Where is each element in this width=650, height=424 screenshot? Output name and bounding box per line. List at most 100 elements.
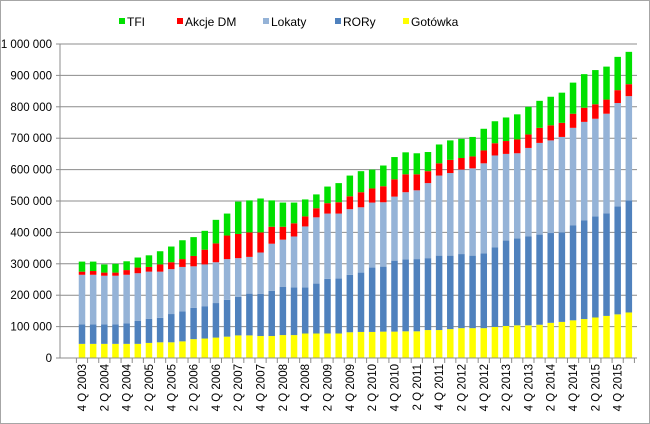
bar-segment-lokaty (101, 275, 108, 325)
bar-segment-tfi (368, 169, 376, 189)
bar-segment-rory (547, 233, 554, 323)
bar-segment-lokaty (324, 213, 331, 279)
bar-segment-akcje-dm (413, 174, 421, 191)
bar-segment-rory (480, 253, 488, 329)
bar-segment-lokaty (536, 142, 543, 235)
bar-segment-rory (502, 240, 510, 326)
bar-segment-tfi (458, 138, 465, 158)
bar-segment-rory (458, 254, 465, 329)
bar-segment-rory (368, 267, 376, 332)
bars (78, 51, 633, 358)
bar-segment-gotówka (190, 339, 197, 358)
bar-segment-akcje-dm (324, 203, 331, 214)
bar-segment-akcje-dm (614, 90, 621, 104)
bar-segment-akcje-dm (536, 127, 543, 143)
bar-segment-akcje-dm (290, 223, 298, 237)
bar-segment-rory (558, 232, 566, 322)
bar-segment-tfi (89, 261, 97, 272)
bar-segment-tfi (212, 219, 220, 244)
bar-segment-lokaty (447, 173, 454, 256)
legend-label: Lokaty (271, 15, 306, 29)
x-tick-label: 4 Q 2012 (479, 364, 491, 411)
bar-segment-rory (101, 324, 108, 344)
bar-segment-rory (78, 324, 86, 344)
bar-segment-akcje-dm (179, 259, 186, 267)
bar-segment-tfi (101, 264, 108, 273)
bar-segment-gotówka (290, 335, 298, 358)
bar-segment-tfi (614, 56, 621, 91)
x-tick-label: 2 Q 2009 (323, 364, 335, 411)
bar-segment-lokaty (525, 147, 532, 237)
bar-segment-tfi (112, 263, 119, 273)
bar-segment-rory (335, 278, 342, 334)
x-tick-label: 4 Q 2009 (345, 364, 357, 411)
bar-segment-gotówka (357, 331, 365, 358)
bar-segment-rory (592, 216, 599, 318)
x-tick-label: 4 Q 2003 (77, 364, 89, 411)
bar-segment-akcje-dm (357, 192, 365, 208)
x-tick-label: 2 Q 2007 (233, 364, 245, 411)
bar-segment-tfi (156, 251, 164, 265)
bar-segment-gotówka (168, 342, 175, 358)
bar-segment-akcje-dm (469, 156, 476, 169)
bar-segment-lokaty (625, 96, 633, 201)
bar-segment-gotówka (391, 331, 398, 358)
bar-segment-gotówka (123, 343, 130, 358)
bar-segment-akcje-dm (558, 122, 566, 137)
bar-segment-rory (625, 200, 633, 313)
bar-segment-akcje-dm (123, 270, 130, 275)
bar-segment-rory (525, 236, 532, 326)
bar-segment-akcje-dm (212, 243, 220, 263)
bar-segment-akcje-dm (223, 235, 231, 260)
bar-segment-rory (179, 311, 186, 342)
bar-segment-rory (569, 225, 577, 321)
x-tick-label: 4 Q 2013 (523, 364, 535, 411)
legend-item-akcje-dm: Akcje DM (177, 15, 236, 29)
bar-segment-tfi (301, 199, 309, 217)
bar-segment-lokaty (201, 264, 209, 307)
bar-segment-akcje-dm (391, 179, 398, 197)
bar-segment-rory (234, 296, 242, 336)
bar-segment-akcje-dm (279, 226, 287, 240)
bar-segment-akcje-dm (435, 163, 443, 176)
legend-swatch (177, 18, 183, 24)
bar-segment-lokaty (112, 275, 119, 325)
bar-segment-rory (112, 324, 119, 344)
bar-segment-lokaty (301, 226, 309, 288)
legend: TFI Akcje DM Lokaty RORy Gotówka (119, 15, 459, 29)
bar-segment-lokaty (558, 136, 566, 233)
bar-segment-gotówka (301, 333, 309, 358)
bar-segment-lokaty (491, 155, 499, 248)
bar-segment-akcje-dm (525, 134, 532, 148)
bar-segment-gotówka (279, 335, 287, 358)
bar-segment-rory (145, 318, 153, 343)
bar-segment-lokaty (279, 239, 287, 287)
bar-segment-akcje-dm (101, 272, 108, 276)
y-tick-label: 700 000 (10, 133, 52, 145)
bar-segment-tfi (525, 106, 532, 135)
bar-segment-tfi (357, 171, 365, 193)
bar-segment-tfi (502, 117, 510, 142)
bar-segment-rory (246, 293, 253, 336)
bar-segment-rory (580, 220, 588, 320)
bar-segment-tfi (179, 240, 186, 260)
x-tick-label: 2 Q 2012 (456, 364, 468, 411)
bar-segment-akcje-dm (112, 272, 119, 276)
bar-segment-tfi (603, 66, 610, 100)
bar-segment-gotówka (625, 312, 633, 358)
bar-segment-akcje-dm (402, 174, 409, 193)
bar-segment-tfi (402, 152, 409, 175)
bar-segment-tfi (569, 82, 577, 114)
x-tick-label: 2 Q 2004 (99, 363, 111, 411)
bar-segment-gotówka (424, 330, 432, 358)
bar-segment-lokaty (313, 217, 320, 284)
bar-segment-lokaty (268, 243, 275, 291)
bar-segment-gotówka (469, 328, 476, 358)
bar-segment-tfi (78, 261, 86, 272)
bar-segment-akcje-dm (301, 216, 309, 227)
bar-segment-gotówka (580, 319, 588, 358)
bar-segment-tfi (424, 152, 432, 172)
bar-segment-rory (123, 323, 130, 344)
legend-swatch (403, 18, 409, 24)
bar-segment-rory (134, 320, 142, 344)
